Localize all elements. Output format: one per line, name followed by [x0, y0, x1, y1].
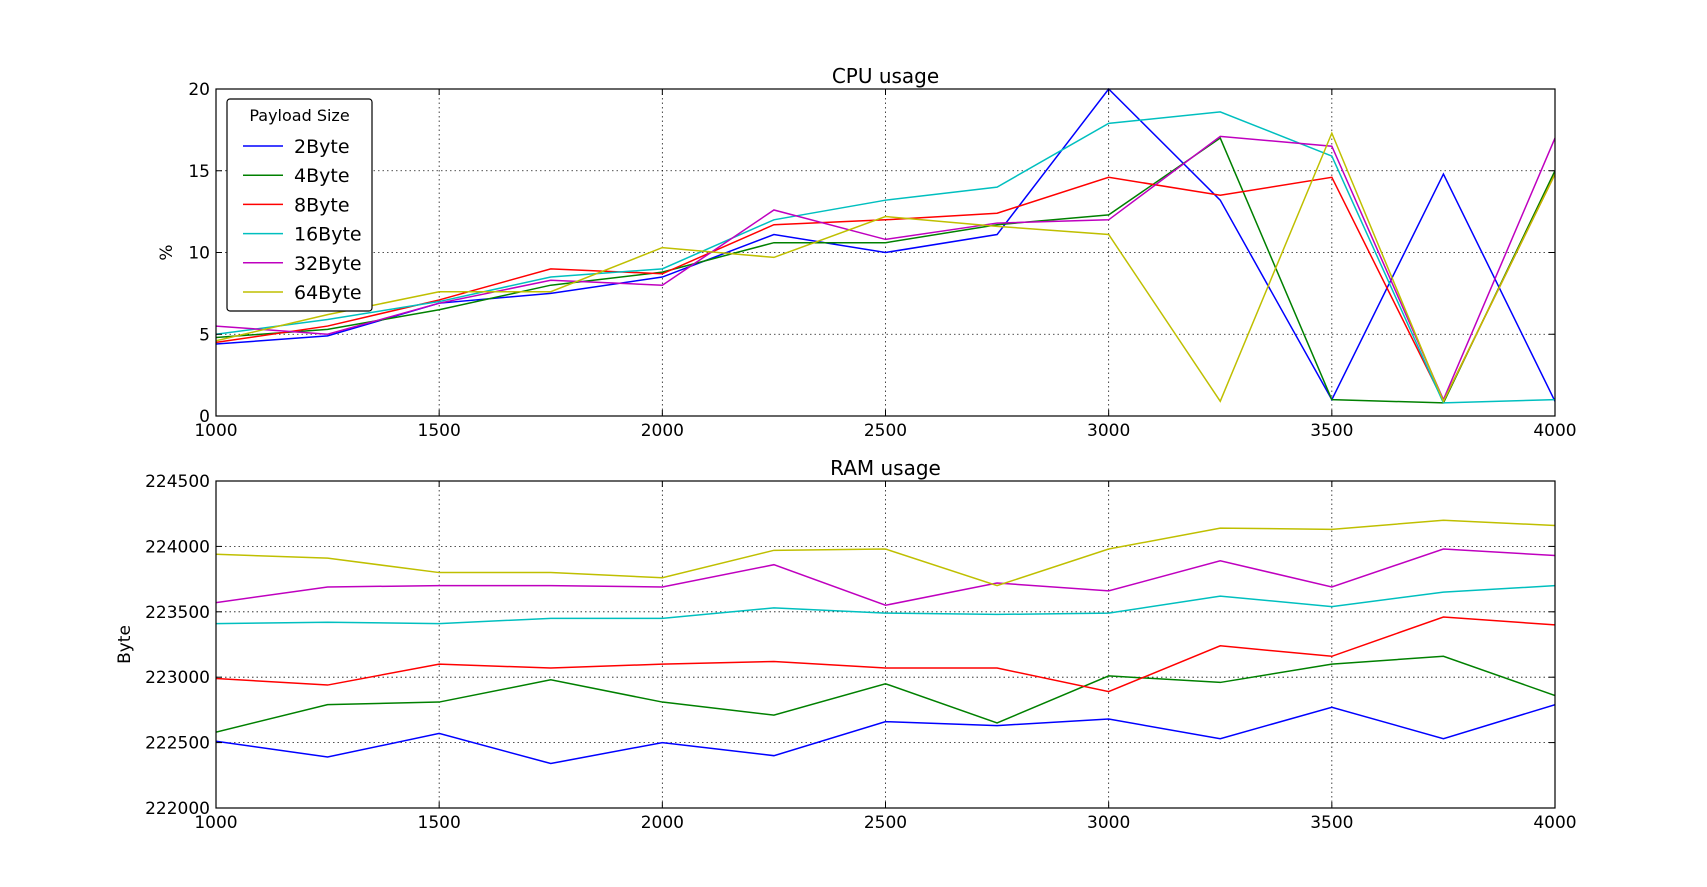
- x-tick-label: 3000: [1087, 421, 1130, 441]
- series-group: [216, 519, 1555, 765]
- series-line-32byte: [216, 135, 1555, 402]
- x-tick-label: 2500: [864, 813, 907, 833]
- y-tick-label: 10: [188, 244, 210, 264]
- ram-usage-panel: 1000 1500 2000 2500 3000 3500 4000 222000 222500…: [115, 456, 1577, 833]
- x-tick-label: 1500: [418, 421, 461, 441]
- chart-title: CPU usage: [832, 64, 939, 88]
- y-tick-label: 222000: [145, 799, 210, 819]
- legend-label: 64Byte: [294, 282, 362, 304]
- series-line-series-3: [216, 616, 1555, 693]
- series-line-series-5: [216, 548, 1555, 607]
- x-tick-label: 1500: [418, 813, 461, 833]
- y-tick-label: 224500: [145, 472, 210, 492]
- x-tick-label: 4000: [1533, 813, 1576, 833]
- cpu-usage-panel: 1000 1500 2000 2500 3000 3500 4000 0 5 10 15 20 CPU …: [157, 64, 1577, 441]
- series-group: [216, 88, 1555, 404]
- legend-label: 8Byte: [294, 194, 350, 216]
- legend-box: [226, 98, 373, 312]
- x-tick-label: 2000: [641, 813, 684, 833]
- legend-label: 2Byte: [294, 136, 350, 158]
- legend-label: 32Byte: [294, 253, 362, 275]
- x-tick-label: 3000: [1087, 813, 1130, 833]
- series-line-4byte: [216, 136, 1555, 404]
- y-tick-label: 0: [199, 407, 210, 427]
- series-line-16byte: [216, 111, 1555, 404]
- x-tick-label: 3500: [1310, 421, 1353, 441]
- series-line-8byte: [216, 173, 1555, 403]
- legend: Payload Size 2Byte 4Byte 8Byte 16Byte 32Byte 6…: [226, 98, 373, 312]
- legend-title: Payload Size: [249, 106, 349, 125]
- y-tick-label: 223500: [145, 603, 210, 623]
- y-axis-label: Byte: [115, 625, 135, 664]
- series-line-series-6: [216, 519, 1555, 587]
- x-tick-label: 1000: [194, 421, 237, 441]
- x-tick-label: 1000: [194, 813, 237, 833]
- series-line-series-2: [216, 655, 1555, 733]
- y-tick-label: 223000: [145, 668, 210, 688]
- series-line-series-4: [216, 584, 1555, 625]
- x-tick-label: 3500: [1310, 813, 1353, 833]
- y-tick-label: 5: [199, 325, 210, 345]
- series-line-2byte: [216, 88, 1555, 402]
- x-tick-label: 2000: [641, 421, 684, 441]
- y-tick-label: 15: [188, 162, 210, 182]
- series-line-series-1: [216, 703, 1555, 765]
- legend-label: 16Byte: [294, 224, 362, 246]
- series-line-64byte: [216, 131, 1555, 404]
- y-tick-label: 224000: [145, 537, 210, 557]
- y-tick-label: 20: [188, 80, 210, 100]
- y-axis-label: %: [157, 244, 177, 260]
- y-tick-label: 222500: [145, 734, 210, 754]
- x-tick-label: 4000: [1533, 421, 1576, 441]
- legend-label: 4Byte: [294, 165, 350, 187]
- chart-title: RAM usage: [830, 456, 941, 480]
- x-tick-label: 2500: [864, 421, 907, 441]
